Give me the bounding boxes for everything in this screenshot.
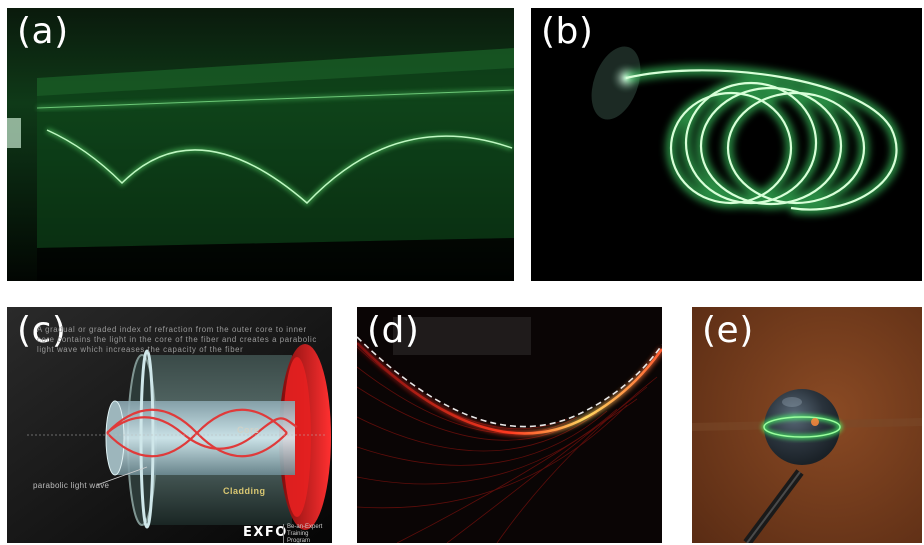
exfo-tagline-line-1: Be-an-Expert [287,524,332,531]
exfo-logo: EXFO [243,525,288,540]
panel-e: (e) [692,307,922,543]
exfo-tagline-line-2: Training Program [287,531,332,543]
parabolic-wave-label: parabolic light wave [33,481,109,490]
panel-c: (c) A gradual or graded index of refract… [7,307,332,543]
panel-b: (b) [531,8,922,281]
panel-e-label: (e) [702,313,754,349]
panel-a: (a) [7,8,514,281]
core-label: Core [237,425,260,435]
panel-b-label: (b) [541,14,593,50]
panel-c-description: A gradual or graded index of refraction … [37,325,322,355]
exfo-tagline: Be-an-Expert Training Program [283,524,332,543]
panel-a-label: (a) [17,14,69,50]
panel-a-image [7,8,514,281]
panel-d: (d) [357,307,662,543]
panel-d-label: (d) [367,313,419,349]
cladding-label: Cladding [223,486,266,496]
